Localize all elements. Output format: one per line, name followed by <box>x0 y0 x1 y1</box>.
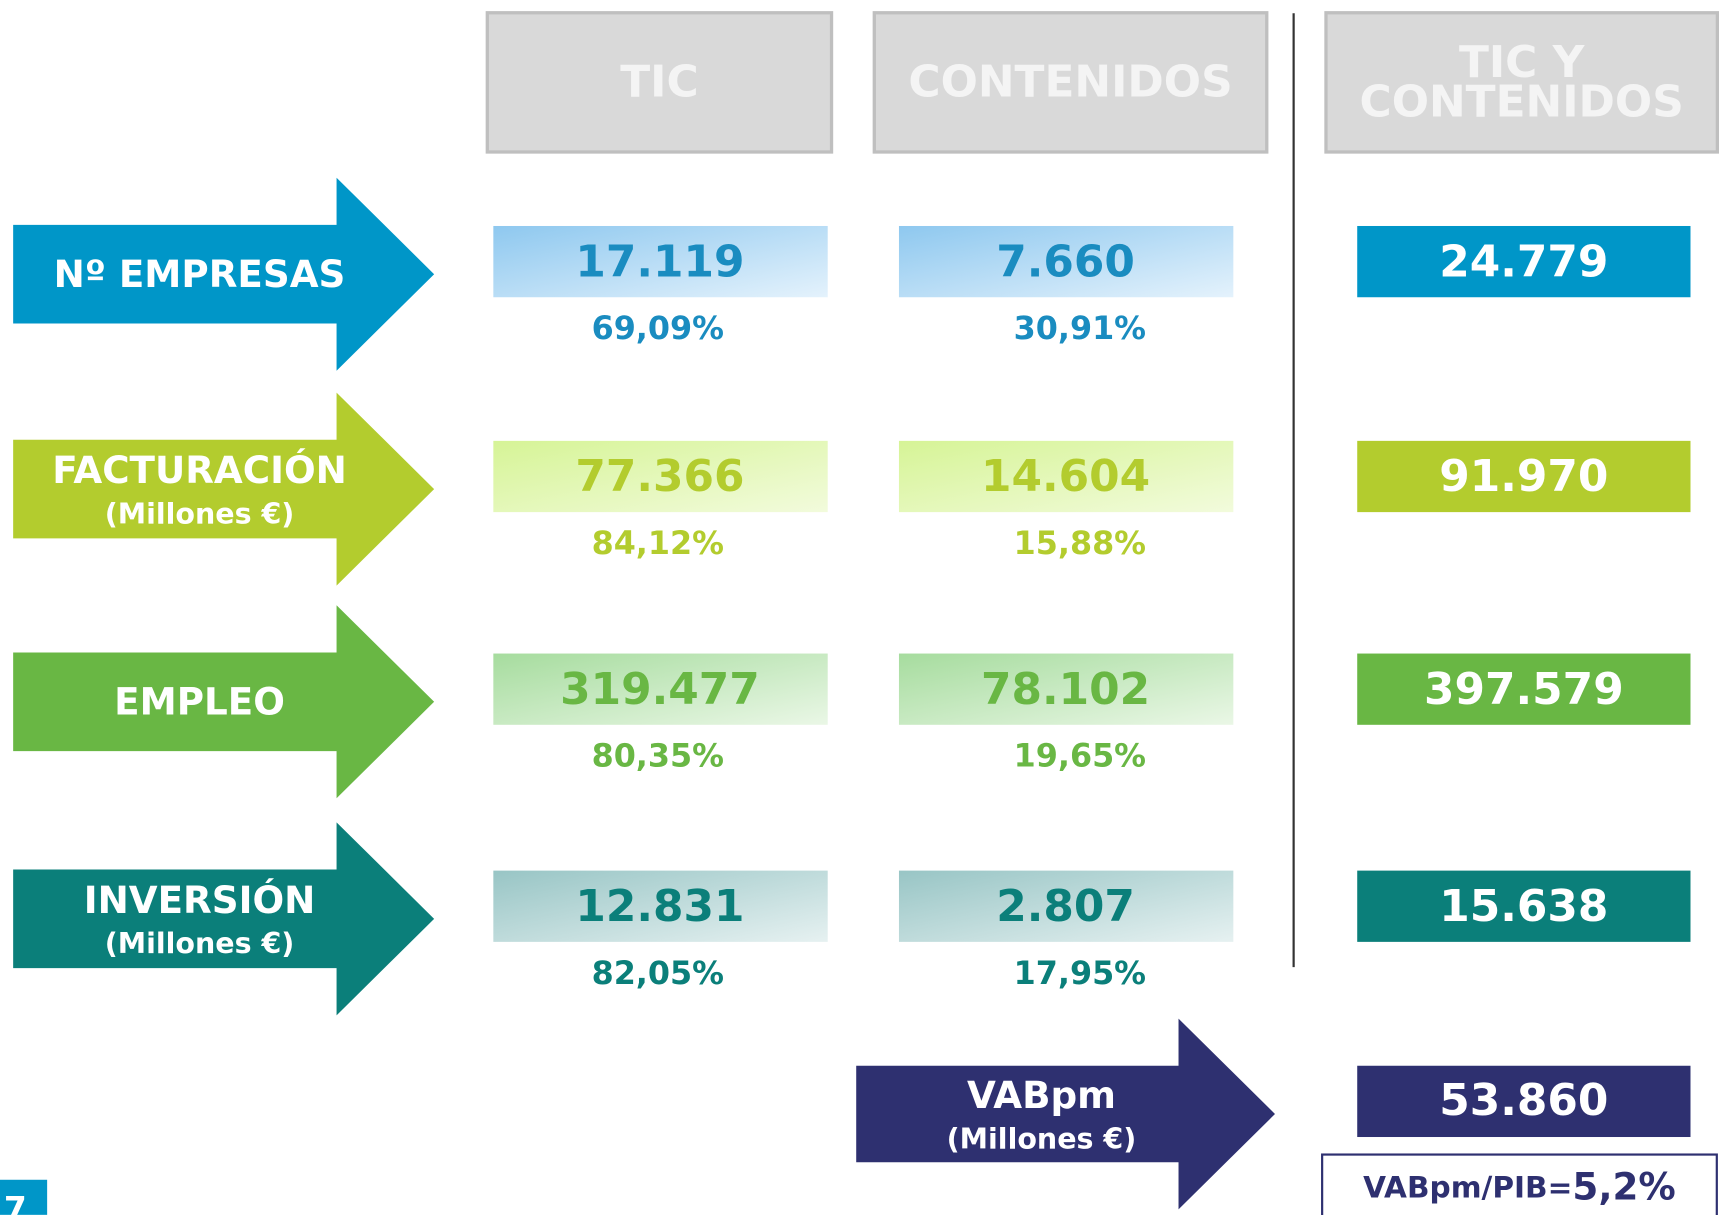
row-label: Nº EMPRESAS <box>54 252 346 296</box>
row-sublabel: (Millones €) <box>105 927 295 960</box>
row-label: INVERSIÓN <box>84 878 316 922</box>
value-text: 78.102 <box>981 664 1150 715</box>
ratio-box <box>1321 1153 1718 1215</box>
vab-total-box <box>1357 1065 1691 1138</box>
value-text: 17.119 <box>575 236 744 287</box>
header-text: CONTENIDOS <box>1360 76 1684 127</box>
total-box <box>1357 225 1691 298</box>
total-text: 397.579 <box>1424 664 1624 715</box>
total-box <box>1357 653 1691 725</box>
ratio-text: VABpm/PIB=5,2% <box>1363 1164 1676 1208</box>
header-text: CONTENIDOS <box>908 57 1232 108</box>
row-arrow <box>13 822 435 1016</box>
total-text: 91.970 <box>1439 451 1608 502</box>
vab-sublabel: (Millones €) <box>947 1122 1137 1155</box>
total-text: 24.779 <box>1439 236 1608 287</box>
value-box <box>493 225 828 298</box>
percent-text: 69,09% <box>592 310 724 347</box>
percent-text: 80,35% <box>592 738 724 775</box>
value-box <box>493 870 828 942</box>
percent-text: 82,05% <box>592 955 724 992</box>
value-text: 319.477 <box>560 664 760 715</box>
ratio-value: 5,2% <box>1572 1164 1675 1208</box>
value-box <box>898 653 1234 725</box>
percent-text: 19,65% <box>1014 738 1146 775</box>
value-text: 12.831 <box>575 881 744 932</box>
value-box <box>898 440 1234 513</box>
value-box <box>898 225 1234 298</box>
row-arrow <box>13 177 435 371</box>
value-text: 7.660 <box>996 236 1135 287</box>
percent-text: 30,91% <box>1014 310 1146 347</box>
row-label: EMPLEO <box>114 679 285 723</box>
value-box <box>898 870 1234 942</box>
header-text: TIC Y <box>1459 37 1586 88</box>
row-label: FACTURACIÓN <box>52 448 347 492</box>
header-text: TIC <box>620 57 698 108</box>
vab-total: 53.860 <box>1439 1075 1608 1126</box>
total-text: 15.638 <box>1439 881 1608 932</box>
header-box <box>485 11 834 154</box>
value-box <box>493 440 828 513</box>
header-box <box>1324 11 1719 154</box>
total-box <box>1357 870 1691 942</box>
ratio-label: VABpm/PIB= <box>1363 1170 1572 1204</box>
value-text: 77.366 <box>575 451 744 502</box>
percent-text: 15,88% <box>1014 525 1146 562</box>
percent-text: 84,12% <box>592 525 724 562</box>
vab-label: VABpm <box>967 1073 1116 1117</box>
row-sublabel: (Millones €) <box>105 497 295 530</box>
vab-arrow <box>856 1018 1275 1210</box>
total-box <box>1357 440 1691 513</box>
row-arrow <box>13 605 435 799</box>
value-box <box>493 653 828 725</box>
value-text: 2.807 <box>996 881 1135 932</box>
value-text: 14.604 <box>981 451 1150 502</box>
header-box <box>872 11 1269 154</box>
percent-text: 17,95% <box>1014 955 1146 992</box>
row-arrow <box>13 392 435 586</box>
page-number-box <box>0 1179 48 1215</box>
page-number: 7 <box>4 1189 27 1215</box>
